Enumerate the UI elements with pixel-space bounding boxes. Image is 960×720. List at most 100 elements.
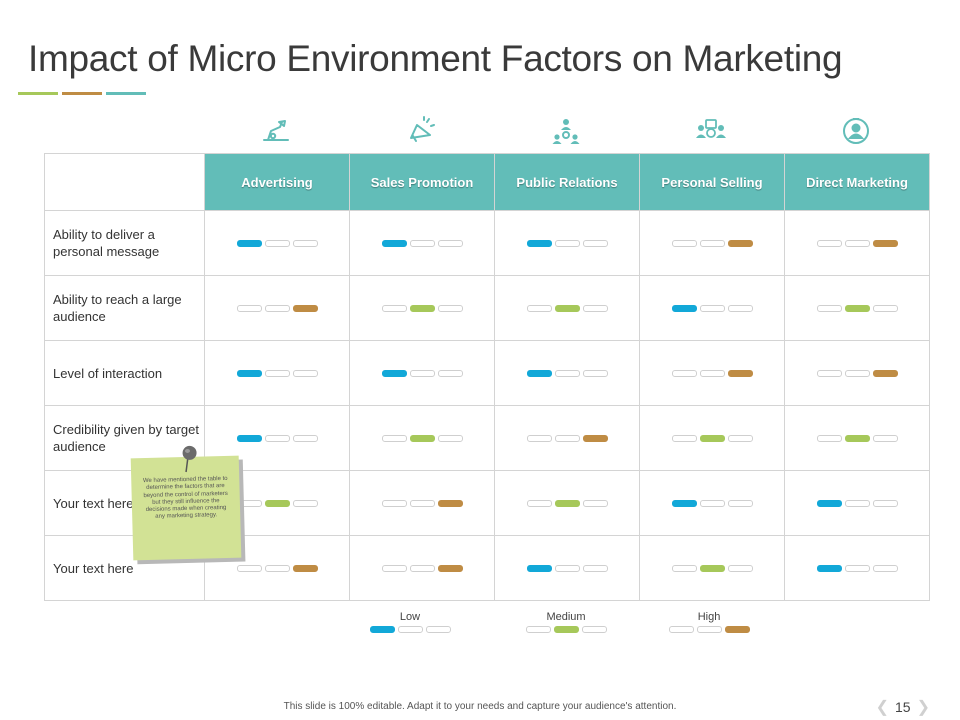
rating-segment-low [671, 564, 697, 572]
network-icon [552, 119, 580, 144]
rating-cell [494, 405, 640, 471]
rating-segment-high [292, 239, 318, 247]
rating-cell [349, 210, 495, 276]
rating-segment-high [727, 499, 753, 507]
rating-segment-medium [844, 434, 870, 442]
rating-segment-medium [264, 369, 290, 377]
sticky-note: We have mentioned the table to determine… [130, 445, 242, 561]
table-row: Ability to reach a large audience [44, 275, 930, 341]
rating-cell [784, 340, 930, 406]
rating-segment-medium [844, 499, 870, 507]
rating-segment-high [582, 304, 608, 312]
table-header-row: Advertising Sales Promotion Public Relat… [44, 153, 930, 211]
rating-cell [639, 275, 785, 341]
table-row: Ability to deliver a personal message [44, 210, 930, 276]
rating-segment-medium [699, 304, 725, 312]
underline-bar-brown [62, 92, 102, 95]
rating-segment-high [582, 434, 608, 442]
rating-segment-low [671, 239, 697, 247]
rating-segment-low [816, 564, 842, 572]
rating-segment-high [582, 239, 608, 247]
rating-cell [204, 340, 350, 406]
rating-segment-low [381, 304, 407, 312]
rating-cell [639, 405, 785, 471]
next-chevron-icon[interactable]: ❯ [916, 699, 930, 716]
rating-segment-high [437, 564, 463, 572]
rating-segment-low [671, 304, 697, 312]
rating-cell [204, 275, 350, 341]
rating-segment-high [872, 564, 898, 572]
rating-segment-medium [397, 626, 423, 633]
column-header: Public Relations [494, 153, 640, 211]
rating-cell [494, 275, 640, 341]
legend-low-label: Low [399, 611, 421, 623]
underline-bar-green [18, 92, 58, 95]
rating-segment-medium [554, 369, 580, 377]
factors-table: Advertising Sales Promotion Public Relat… [44, 153, 930, 601]
footer-text: This slide is 100% editable. Adapt it to… [283, 701, 677, 712]
rating-segment-medium [409, 564, 435, 572]
rating-indicator-high [664, 626, 754, 633]
rating-indicator-low [365, 626, 455, 633]
row-label: Ability to reach a large audience [44, 275, 205, 341]
rating-segment-high [437, 239, 463, 247]
rating-segment-low [816, 499, 842, 507]
rating-indicator-medium [640, 564, 784, 572]
rating-segment-high [437, 369, 463, 377]
advertising-icon [263, 120, 289, 141]
rating-segment-low [526, 239, 552, 247]
rating-indicator-medium [495, 304, 639, 312]
legend-swatch [664, 626, 754, 633]
pushpin-icon [182, 445, 197, 473]
rating-segment-high [292, 304, 318, 312]
rating-segment-low [526, 499, 552, 507]
rating-indicator-low [785, 499, 929, 507]
rating-segment-high [872, 239, 898, 247]
previous-chevron-icon[interactable]: ❮ [875, 699, 890, 716]
column-icons [204, 116, 929, 146]
rating-indicator-medium [521, 626, 611, 633]
title-underline [18, 92, 146, 95]
column-header: Advertising [204, 153, 350, 211]
rating-segment-low [816, 304, 842, 312]
direct-marketing-icon [843, 118, 869, 144]
rating-indicator-low [205, 369, 349, 377]
rating-segment-low [671, 499, 697, 507]
rating-segment-high [727, 434, 753, 442]
rating-cell [494, 340, 640, 406]
rating-segment-high [292, 564, 318, 572]
rating-segment-medium [844, 239, 870, 247]
table-row: Credibility given by target audience [44, 405, 930, 471]
rating-cell [784, 405, 930, 471]
rating-segment-low [816, 434, 842, 442]
rating-indicator-high [785, 369, 929, 377]
rating-segment-high [727, 304, 753, 312]
row-label: Level of interaction [44, 340, 205, 406]
rating-segment-low [381, 434, 407, 442]
rating-segment-medium [264, 564, 290, 572]
page-navigation: ❮ 15 ❯ [876, 697, 930, 717]
rating-indicator-high [205, 564, 349, 572]
rating-indicator-high [205, 304, 349, 312]
rating-segment-high [724, 626, 750, 633]
rating-segment-high [582, 564, 608, 572]
underline-bar-teal [106, 92, 146, 95]
rating-segment-medium [554, 304, 580, 312]
rating-cell [784, 535, 930, 601]
rating-segment-medium [409, 434, 435, 442]
rating-segment-high [292, 434, 318, 442]
rating-segment-low [369, 626, 395, 633]
rating-segment-high [437, 499, 463, 507]
rating-segment-high [872, 304, 898, 312]
table-row: Level of interaction [44, 340, 930, 406]
rating-segment-low [236, 239, 262, 247]
header-corner-cell [44, 153, 205, 211]
rating-indicator-high [350, 564, 494, 572]
rating-cell [494, 470, 640, 536]
rating-cell [639, 470, 785, 536]
rating-cell [204, 210, 350, 276]
legend-high-label: High [697, 611, 721, 623]
rating-segment-low [816, 239, 842, 247]
rating-segment-low [816, 369, 842, 377]
legend-high: High [664, 611, 754, 633]
